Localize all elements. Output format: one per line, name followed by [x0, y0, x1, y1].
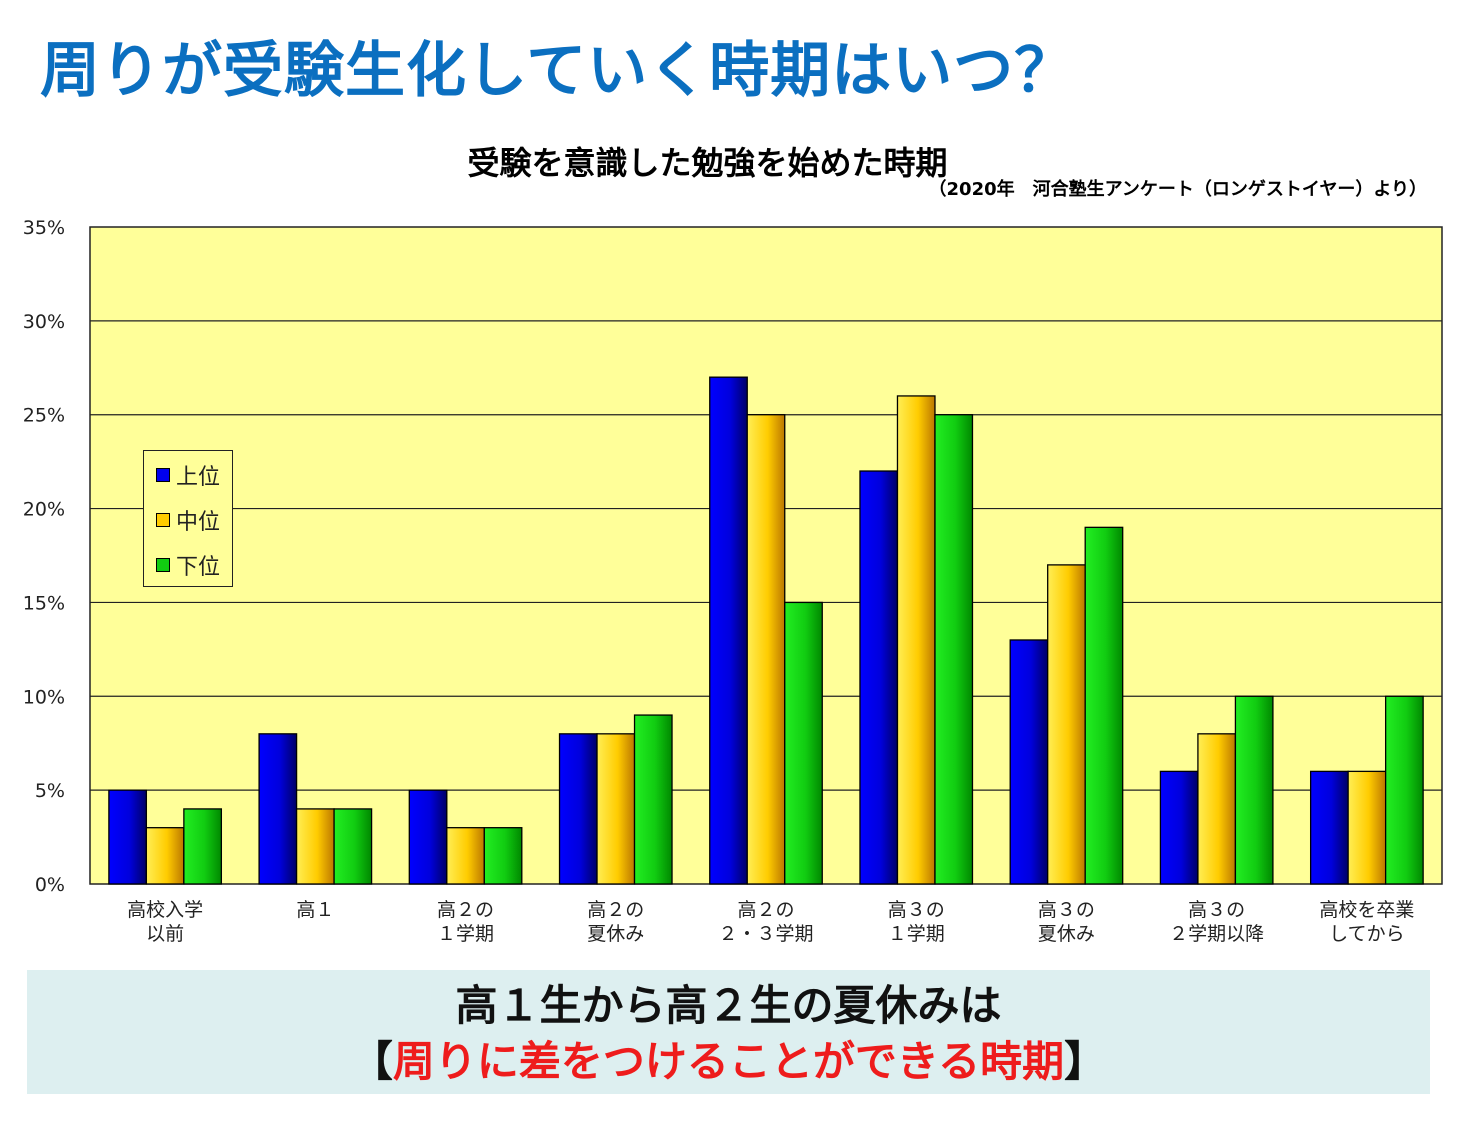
- chart-legend: 上位 中位 下位: [143, 450, 233, 587]
- y-tick-label: 30%: [23, 311, 65, 333]
- y-tick-label: 15%: [23, 592, 65, 614]
- x-tick-label: ２学期以降: [1169, 923, 1264, 945]
- legend-label: 下位: [176, 555, 221, 580]
- chart-title: 受験を意識した勉強を始めた時期: [467, 144, 948, 182]
- bar-series-2: [1197, 733, 1237, 885]
- page-title: 周りが受験生化していく時期はいつ？: [40, 36, 1076, 106]
- bar-series-1: [258, 733, 298, 885]
- bar-series-1: [1009, 639, 1049, 885]
- bar-series-2: [446, 827, 485, 885]
- legend-swatch-blue: [156, 468, 170, 482]
- bar-series-2: [295, 808, 335, 885]
- x-tick-label: 夏休み: [1038, 923, 1095, 945]
- bar-series-3: [934, 414, 974, 885]
- x-tick-label: 高３の: [888, 899, 945, 921]
- bar-series-2: [596, 733, 636, 885]
- message-highlight: 周りに差をつけることができる時期: [392, 1037, 1065, 1086]
- bar-series-3: [1234, 695, 1274, 885]
- bar-series-1: [558, 733, 598, 885]
- bar-series-1: [1159, 770, 1199, 885]
- y-tick-label: 25%: [23, 405, 65, 427]
- y-tick-label: 10%: [23, 686, 65, 708]
- x-tick-label: 高２の: [737, 899, 794, 921]
- y-tick-label: 5%: [35, 780, 65, 802]
- legend-label: 上位: [176, 465, 221, 490]
- bar-series-1: [709, 376, 748, 885]
- chart-source: （2020年 河合塾生アンケート（ロンゲストイヤー）より）: [928, 179, 1427, 200]
- x-tick-label: 高１: [296, 899, 334, 921]
- bar-series-3: [183, 808, 223, 885]
- bar-series-3: [1384, 695, 1424, 885]
- bracket-open: 【: [350, 1037, 393, 1086]
- x-tick-label: 高３の: [1188, 899, 1245, 921]
- x-tick-label: してから: [1329, 923, 1404, 945]
- bar-series-3: [1084, 526, 1124, 885]
- bar-series-1: [108, 789, 148, 885]
- y-tick-label: 35%: [23, 217, 65, 239]
- bar-series-3: [633, 714, 673, 885]
- bar-series-1: [408, 789, 448, 885]
- x-tick-label: １学期: [437, 923, 494, 945]
- bar-series-2: [145, 827, 185, 885]
- bar-series-3: [483, 827, 523, 885]
- message-highlight-line: 【周りに差をつけることができる時期】: [27, 1028, 1430, 1089]
- x-tick-label: 高２の: [587, 899, 644, 921]
- x-tick-label: ２・３学期: [718, 923, 813, 945]
- bracket-close: 】: [1064, 1037, 1107, 1086]
- legend-item-series-2: 中位: [156, 505, 220, 535]
- x-tick-label: 高校入学: [127, 899, 203, 921]
- bar-series-3: [333, 808, 373, 885]
- x-tick-label: 以前: [146, 923, 184, 945]
- message-headline: 高１生から高２生の夏休みは: [455, 981, 1002, 1030]
- bar-series-1: [1309, 770, 1349, 885]
- x-tick-label: 夏休み: [587, 923, 644, 945]
- bar-series-3: [784, 601, 823, 885]
- x-tick-label: 高３の: [1038, 899, 1095, 921]
- message-box: 高１生から高２生の夏休みは 【周りに差をつけることができる時期】: [27, 970, 1430, 1094]
- legend-label: 中位: [176, 510, 221, 535]
- y-tick-label: 20%: [23, 499, 65, 521]
- legend-swatch-gold: [156, 513, 170, 527]
- x-tick-label: 高校を卒業: [1319, 899, 1414, 921]
- bar-series-1: [859, 470, 899, 885]
- bar-series-2: [896, 395, 936, 885]
- bar-series-2: [746, 414, 786, 885]
- y-tick-label: 0%: [35, 874, 65, 896]
- legend-item-series-3: 下位: [156, 550, 220, 580]
- legend-swatch-green: [156, 558, 170, 572]
- bar-series-2: [1047, 564, 1086, 885]
- legend-item-series-1: 上位: [156, 460, 220, 490]
- x-tick-label: １学期: [888, 923, 945, 945]
- bar-series-2: [1347, 770, 1387, 885]
- x-tick-label: 高２の: [437, 899, 494, 921]
